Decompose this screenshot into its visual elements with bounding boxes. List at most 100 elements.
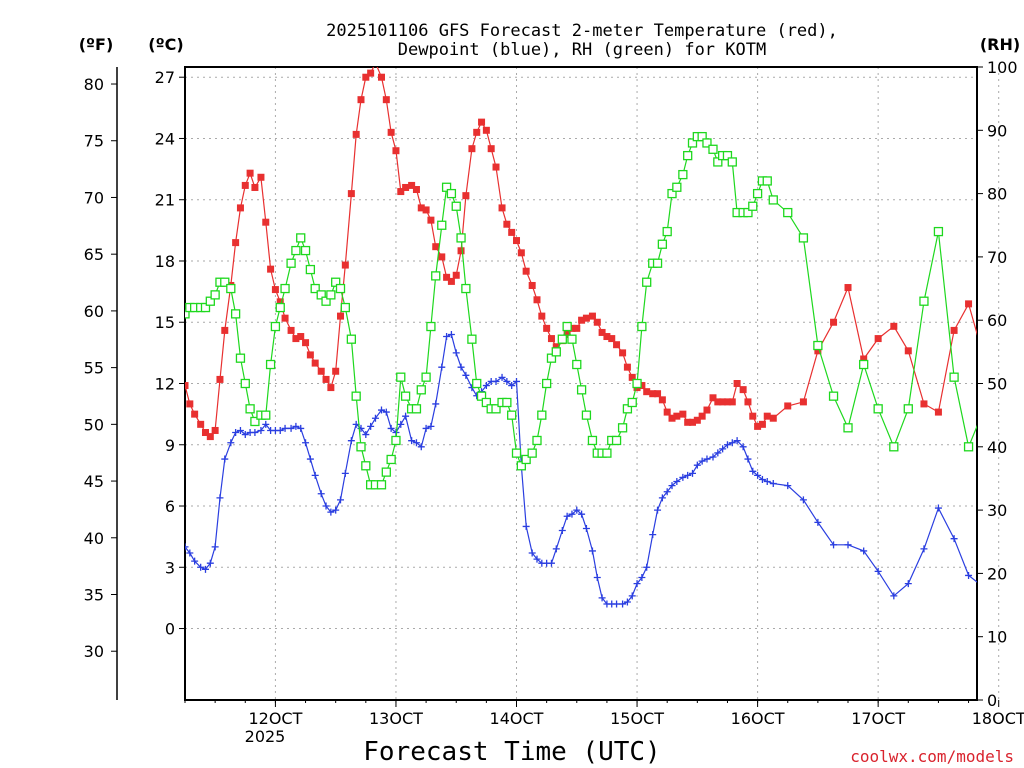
rh-point xyxy=(683,150,693,161)
fahrenheit-tick-label: 60 xyxy=(84,302,104,321)
temperature-point xyxy=(658,396,666,404)
rh-tick-label: 40 xyxy=(987,438,1007,457)
rh-point xyxy=(762,176,772,186)
rh-tick-label: 80 xyxy=(987,185,1007,204)
temperature-point xyxy=(332,367,340,375)
temperature-point xyxy=(287,326,295,334)
rh-point xyxy=(576,385,587,395)
temperature-point xyxy=(754,422,762,430)
temperature-point xyxy=(216,375,224,383)
dewpoint-point xyxy=(377,406,385,414)
celsius-unit-label: (ºC) xyxy=(148,35,183,54)
temperature-point xyxy=(347,190,355,198)
dewpoint-point xyxy=(649,531,657,539)
rh-point xyxy=(240,378,250,389)
rh-point xyxy=(980,405,988,413)
rh-tick-label: 90 xyxy=(987,121,1007,140)
fahrenheit-tick-label: 35 xyxy=(84,586,104,605)
dewpoint-point xyxy=(302,439,310,447)
dewpoint-point xyxy=(578,510,586,518)
rh-point xyxy=(481,397,492,408)
rh-point xyxy=(919,296,929,306)
temperature-point xyxy=(763,412,771,420)
dewpoint-point xyxy=(668,482,676,490)
rh-point xyxy=(265,359,276,370)
temperature-point xyxy=(904,347,912,355)
dewpoint-point xyxy=(397,420,405,428)
temperature-point xyxy=(341,261,349,269)
rh-point xyxy=(472,378,482,389)
temperature-point xyxy=(362,73,370,81)
temperature-point xyxy=(703,406,711,414)
rh-unit-label: (RH) xyxy=(980,35,1020,54)
chart-title-line-1: 2025101106 GFS Forecast 2-meter Temperat… xyxy=(326,21,838,41)
dewpoint-point xyxy=(206,559,214,567)
temperature-point xyxy=(297,333,305,341)
temperature-point xyxy=(197,420,205,428)
fahrenheit-tick-label: 30 xyxy=(84,642,104,661)
temperature-point xyxy=(723,398,731,406)
rh-point xyxy=(391,435,401,446)
dewpoint-point xyxy=(185,543,189,551)
temperature-point xyxy=(402,183,410,191)
dewpoint-point xyxy=(503,377,511,385)
temperature-point xyxy=(508,228,516,236)
temperature-point xyxy=(679,410,687,418)
temperature-point xyxy=(457,247,465,255)
rh-point xyxy=(743,207,753,218)
dewpoint-point xyxy=(201,565,209,573)
rh-tick-label: 60 xyxy=(987,311,1007,330)
rh-point xyxy=(748,201,758,211)
dewpoint-point xyxy=(332,506,340,514)
temperature-point xyxy=(438,253,446,261)
x-axis-title: Forecast Time (UTC) xyxy=(363,737,660,767)
temperature-point xyxy=(392,147,400,155)
dewpoint-point xyxy=(197,563,205,571)
temperature-point xyxy=(934,408,942,416)
rh-point xyxy=(617,423,628,433)
temperature-point xyxy=(814,347,822,355)
rh-point xyxy=(467,334,477,344)
grid xyxy=(185,67,1000,700)
dewpoint-point xyxy=(714,449,722,457)
rh-point xyxy=(557,334,567,344)
dewpoint-point xyxy=(673,478,681,486)
rh-point xyxy=(963,442,974,452)
temperature-point xyxy=(613,341,621,349)
dewpoint-line xyxy=(185,333,977,605)
temperature-point xyxy=(749,412,757,420)
dewpoint-point xyxy=(643,563,651,571)
dewpoint-point xyxy=(830,541,838,549)
dewpoint-point xyxy=(965,571,973,579)
rh-point xyxy=(546,353,557,363)
dewpoint-point xyxy=(763,478,771,486)
fahrenheit-tick-label: 50 xyxy=(84,415,104,434)
rh-point xyxy=(708,144,718,154)
rh-point xyxy=(310,283,320,294)
rh-point xyxy=(316,290,326,300)
dewpoint-point xyxy=(719,445,727,453)
dewpoint-point xyxy=(276,426,284,434)
rh-point xyxy=(451,201,461,211)
rh-point xyxy=(727,157,737,167)
dewpoint-point xyxy=(408,437,416,445)
temperature-point xyxy=(262,218,270,226)
dewpoint-point xyxy=(733,437,741,445)
dewpoint-point xyxy=(216,494,224,502)
temperature-point xyxy=(408,181,416,189)
dewpoint-point xyxy=(452,349,460,357)
rh-tick-label: 20 xyxy=(987,564,1007,583)
rh-point xyxy=(949,372,959,382)
rh-tick-label: 100 xyxy=(987,58,1018,77)
rh-point xyxy=(572,359,582,370)
rh-point xyxy=(381,467,391,477)
rh-point xyxy=(687,138,698,148)
dewpoint-point xyxy=(422,424,430,432)
temperature-point xyxy=(487,145,495,153)
dewpoint-point xyxy=(784,482,792,490)
dewpoint-point xyxy=(663,488,671,496)
temperature-point xyxy=(517,249,525,257)
dewpoint-point xyxy=(744,455,752,463)
celsius-tick-label: 24 xyxy=(155,129,175,148)
